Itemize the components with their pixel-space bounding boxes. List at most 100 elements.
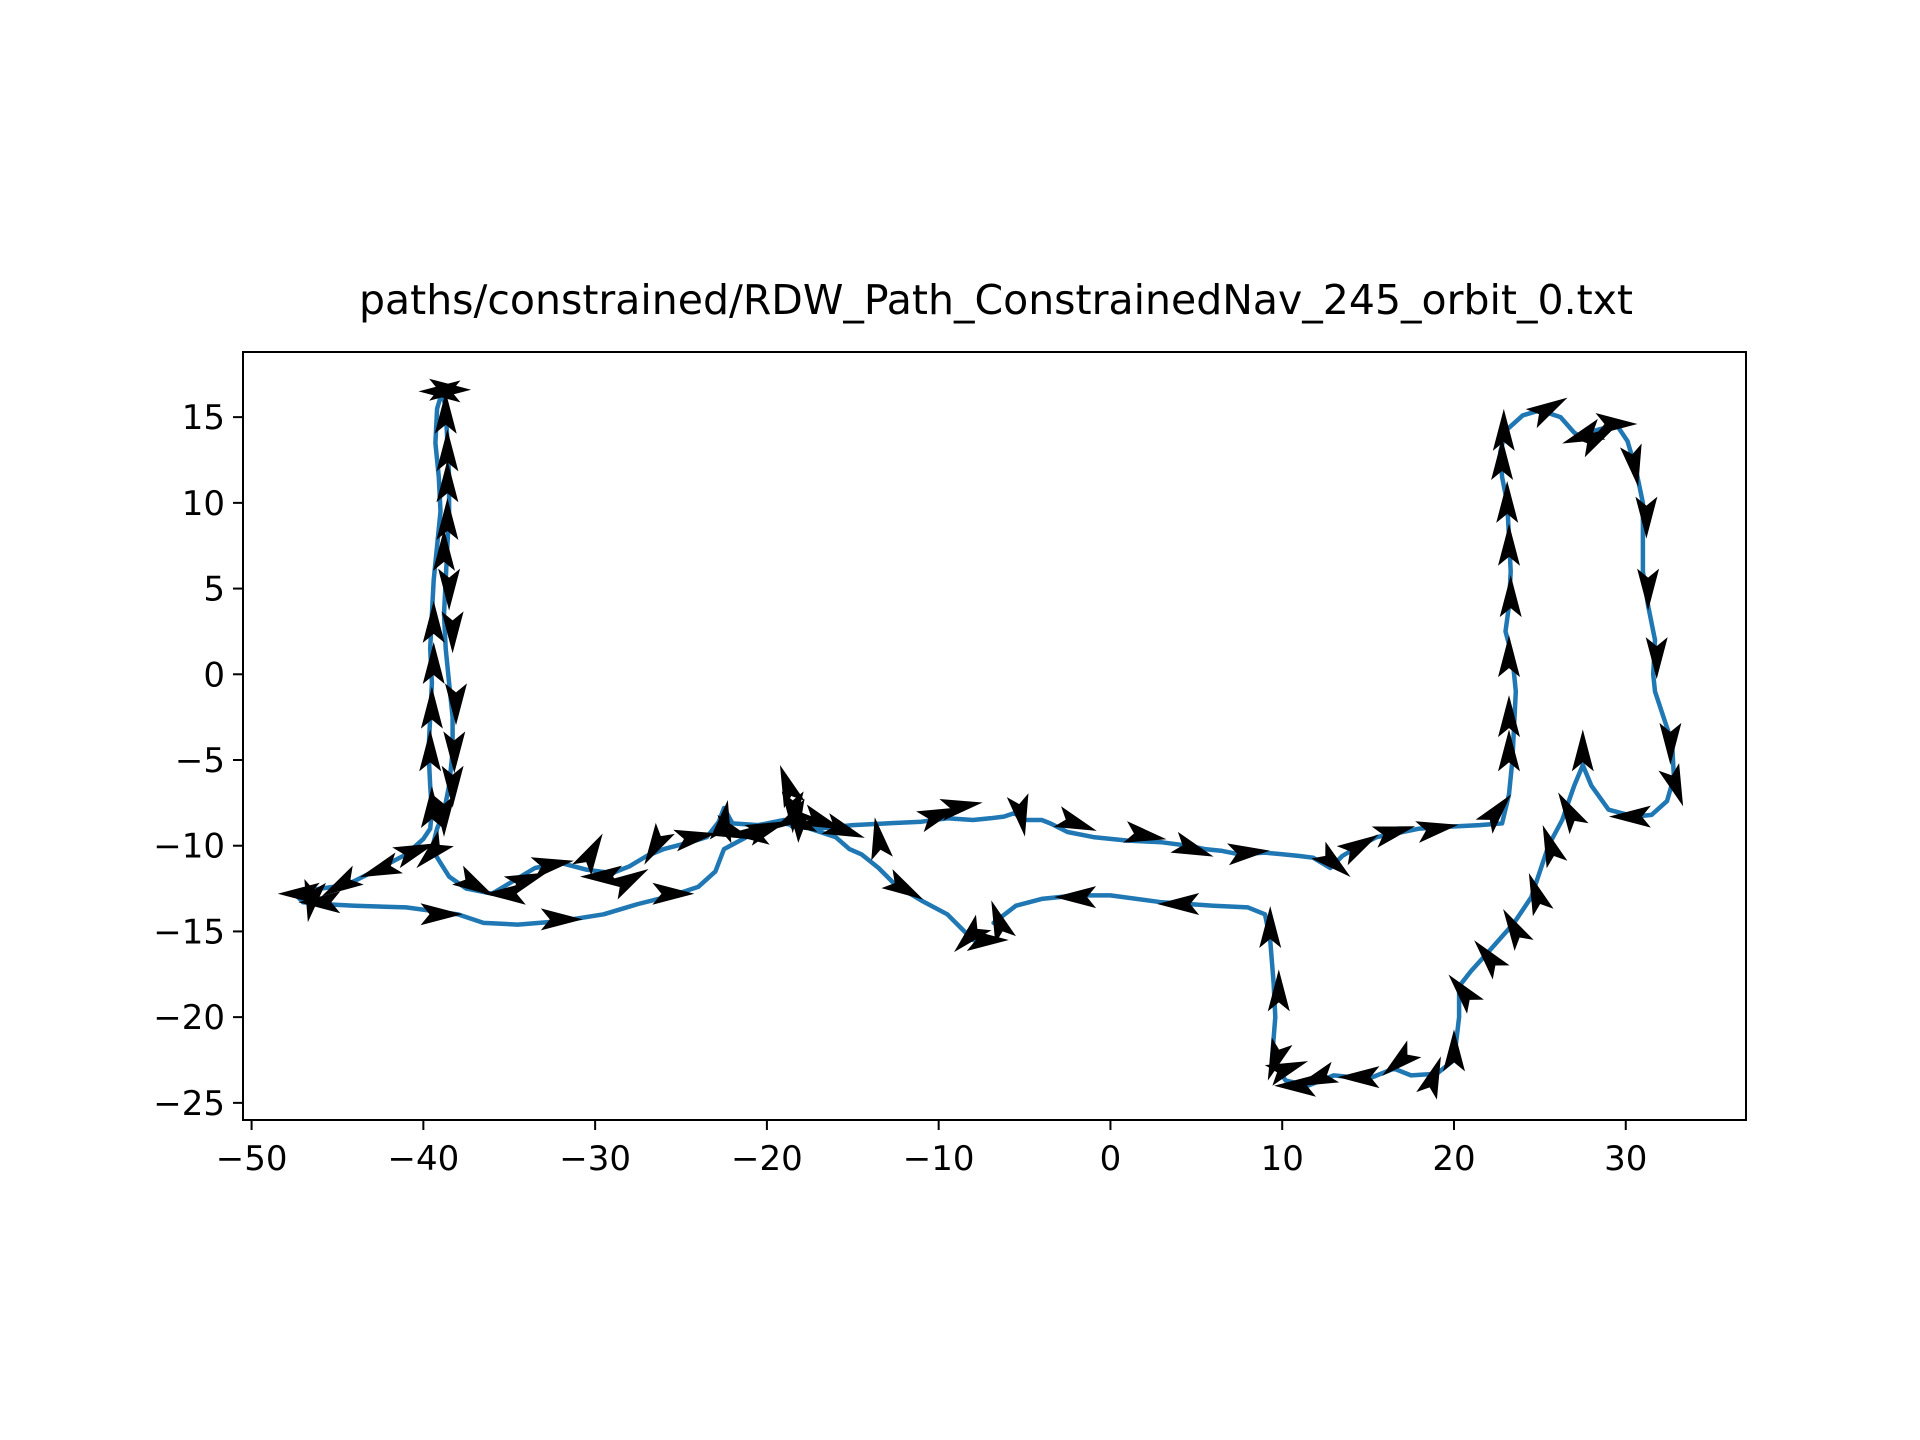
direction-arrow	[1608, 805, 1651, 828]
y-tick-label: −25	[153, 1084, 225, 1124]
trajectory-line	[292, 389, 1677, 1088]
direction-arrow	[1371, 826, 1416, 848]
direction-arrow	[871, 817, 893, 861]
x-tick-label: 10	[1261, 1139, 1304, 1179]
y-tick-label: −5	[175, 741, 225, 781]
axes-frame	[242, 351, 1747, 1121]
direction-arrow	[1267, 969, 1290, 1012]
direction-arrow	[1525, 397, 1568, 429]
direction-arrow	[799, 804, 843, 830]
direction-arrow	[1659, 722, 1682, 765]
direction-arrow	[881, 869, 924, 900]
y-tick-label: 10	[182, 484, 225, 524]
direction-arrow	[438, 568, 461, 611]
direction-arrow	[1558, 792, 1589, 835]
direction-arrow	[821, 813, 865, 838]
direction-arrow	[434, 391, 457, 434]
direction-arrow	[298, 891, 341, 914]
direction-arrow	[991, 900, 1016, 944]
y-tick-label: 5	[203, 570, 225, 610]
direction-arrow	[1123, 821, 1167, 843]
x-tick-label: 20	[1432, 1139, 1475, 1179]
direction-arrow	[1415, 821, 1459, 843]
direction-arrow	[1528, 873, 1554, 917]
direction-arrow	[441, 765, 464, 808]
direction-arrow	[1274, 1074, 1316, 1097]
direction-arrow	[1336, 834, 1379, 866]
direction-arrow	[392, 843, 436, 869]
x-tick-label: 30	[1604, 1139, 1647, 1179]
direction-arrow	[445, 683, 467, 726]
direction-arrow	[1498, 635, 1520, 678]
direction-arrow	[452, 865, 494, 897]
direction-arrow	[422, 600, 445, 643]
direction-arrow	[1311, 841, 1351, 878]
direction-arrow	[1448, 974, 1484, 1014]
direction-arrow	[540, 908, 583, 931]
x-tick-label: −50	[216, 1139, 288, 1179]
direction-arrow	[436, 460, 459, 503]
x-tick-label: −40	[387, 1139, 459, 1179]
direction-arrow	[1571, 729, 1594, 772]
direction-arrow	[1054, 886, 1097, 909]
direction-arrow	[1491, 438, 1514, 480]
direction-arrow	[530, 857, 574, 879]
direction-arrow	[1474, 940, 1510, 980]
y-tick-label: 15	[182, 398, 225, 438]
direction-arrow	[420, 686, 443, 729]
chart-title: paths/constrained/RDW_Path_ConstrainedNa…	[359, 276, 1633, 324]
direction-arrow	[1259, 906, 1282, 948]
direction-arrow	[1443, 1029, 1465, 1072]
x-tick-label: 0	[1100, 1139, 1122, 1179]
direction-arrow	[429, 378, 472, 401]
direction-arrow	[503, 872, 548, 898]
direction-arrow	[1475, 794, 1512, 834]
direction-arrow	[277, 882, 320, 905]
x-tick-label: −20	[731, 1139, 803, 1179]
direction-arrow	[1542, 825, 1568, 869]
direction-arrow	[1498, 695, 1520, 738]
direction-arrow	[419, 729, 442, 772]
direction-arrow	[441, 611, 464, 654]
direction-arrow	[673, 829, 717, 852]
direction-arrow	[1498, 729, 1520, 772]
direction-arrow	[416, 830, 454, 869]
direction-arrow	[1498, 523, 1520, 566]
y-tick-label: −20	[153, 998, 225, 1038]
direction-arrow	[939, 798, 983, 821]
direction-arrow	[1006, 793, 1029, 837]
direction-arrow	[652, 882, 695, 905]
direction-arrow	[1382, 1040, 1422, 1076]
direction-arrow	[321, 865, 364, 897]
direction-arrow	[436, 498, 459, 540]
direction-arrow	[1496, 480, 1519, 523]
direction-arrow	[1499, 575, 1522, 618]
direction-arrow	[443, 731, 466, 774]
direction-arrow	[954, 914, 992, 953]
direction-arrow	[433, 794, 455, 837]
direction-arrow	[359, 852, 403, 878]
direction-arrow	[1645, 637, 1668, 680]
x-tick-label: −30	[559, 1139, 631, 1179]
direction-arrow	[644, 822, 675, 865]
y-tick-label: −15	[153, 912, 225, 952]
direction-arrow	[709, 814, 754, 840]
direction-arrow	[1573, 426, 1616, 458]
direction-arrow	[1595, 413, 1638, 435]
direction-arrow	[1267, 1037, 1293, 1081]
direction-arrow	[1053, 806, 1097, 831]
direction-arrow	[606, 869, 649, 900]
direction-arrow	[1492, 408, 1515, 451]
direction-arrow	[1619, 443, 1642, 487]
x-tick-label: −10	[903, 1139, 975, 1179]
y-axis: 15 10 5 0 −5 −10 −15 −20 −25	[153, 398, 243, 1124]
direction-arrow	[1503, 908, 1534, 951]
direction-arrow	[1635, 496, 1658, 539]
direction-arrow	[436, 429, 459, 472]
y-tick-label: −10	[153, 827, 225, 867]
x-axis: −50 −40 −30 −20 −10 0 10 20 30	[216, 1120, 1647, 1179]
direction-arrow	[572, 833, 603, 876]
direction-arrow	[433, 528, 455, 571]
direction-arrow	[1658, 763, 1684, 807]
